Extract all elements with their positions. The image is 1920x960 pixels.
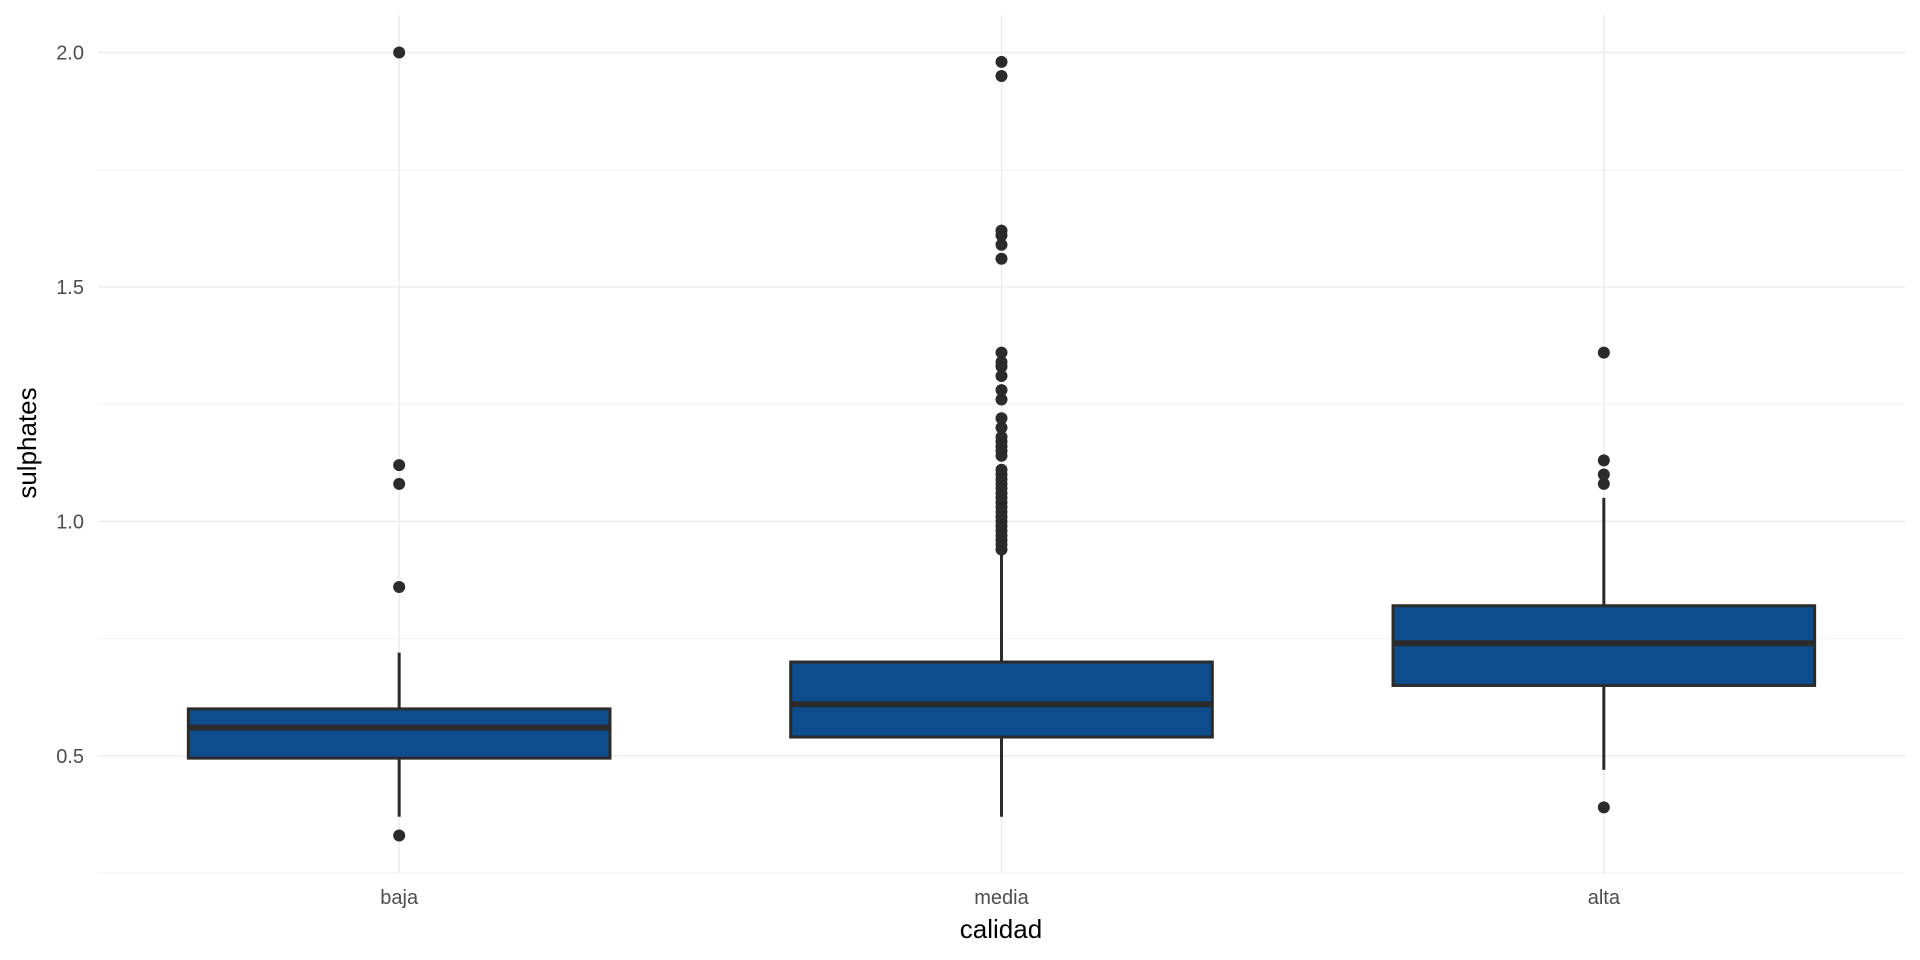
outlier-point	[995, 224, 1008, 237]
y-tick-label: 2.0	[56, 43, 84, 65]
outlier-point	[1597, 454, 1610, 467]
marks-layer	[186, 46, 1817, 842]
outlier-point	[995, 370, 1008, 383]
outlier-point	[393, 459, 406, 472]
outlier-point	[1597, 477, 1610, 490]
outlier-point	[995, 463, 1008, 476]
outlier-point	[995, 69, 1008, 82]
outlier-point	[995, 393, 1008, 406]
outlier-point	[1597, 801, 1610, 814]
outlier-point	[995, 412, 1008, 425]
outlier-point	[995, 421, 1008, 434]
x-tick-label: alta	[1588, 887, 1621, 909]
x-tick-label: baja	[380, 887, 419, 909]
outlier-point	[393, 829, 406, 842]
box-group-alta	[1391, 346, 1817, 814]
y-tick-label: 1.0	[56, 511, 84, 533]
iqr-box	[186, 707, 612, 760]
outlier-point	[393, 581, 406, 593]
iqr-box	[789, 660, 1214, 739]
outlier-point	[995, 252, 1008, 265]
y-axis-title: sulphates	[12, 387, 42, 498]
outlier-point	[995, 238, 1008, 251]
outlier-point	[1597, 346, 1610, 359]
outlier-point	[995, 55, 1008, 68]
outlier-point	[995, 346, 1008, 359]
axis-layer: 0.5 1.0 1.5 2.0 baja media alta	[56, 43, 1621, 909]
outlier-point	[393, 46, 406, 59]
x-tick-label: media	[974, 887, 1029, 909]
box-group-media	[789, 55, 1214, 817]
outlier-point	[995, 355, 1008, 368]
box-group-baja	[186, 46, 612, 842]
outlier-point	[393, 477, 406, 490]
outlier-point	[995, 430, 1008, 443]
x-axis-title: calidad	[960, 914, 1042, 944]
y-tick-label: 1.5	[56, 277, 84, 299]
outlier-point	[1597, 468, 1610, 481]
outlier-point	[995, 384, 1008, 397]
y-tick-label: 0.5	[56, 746, 84, 768]
